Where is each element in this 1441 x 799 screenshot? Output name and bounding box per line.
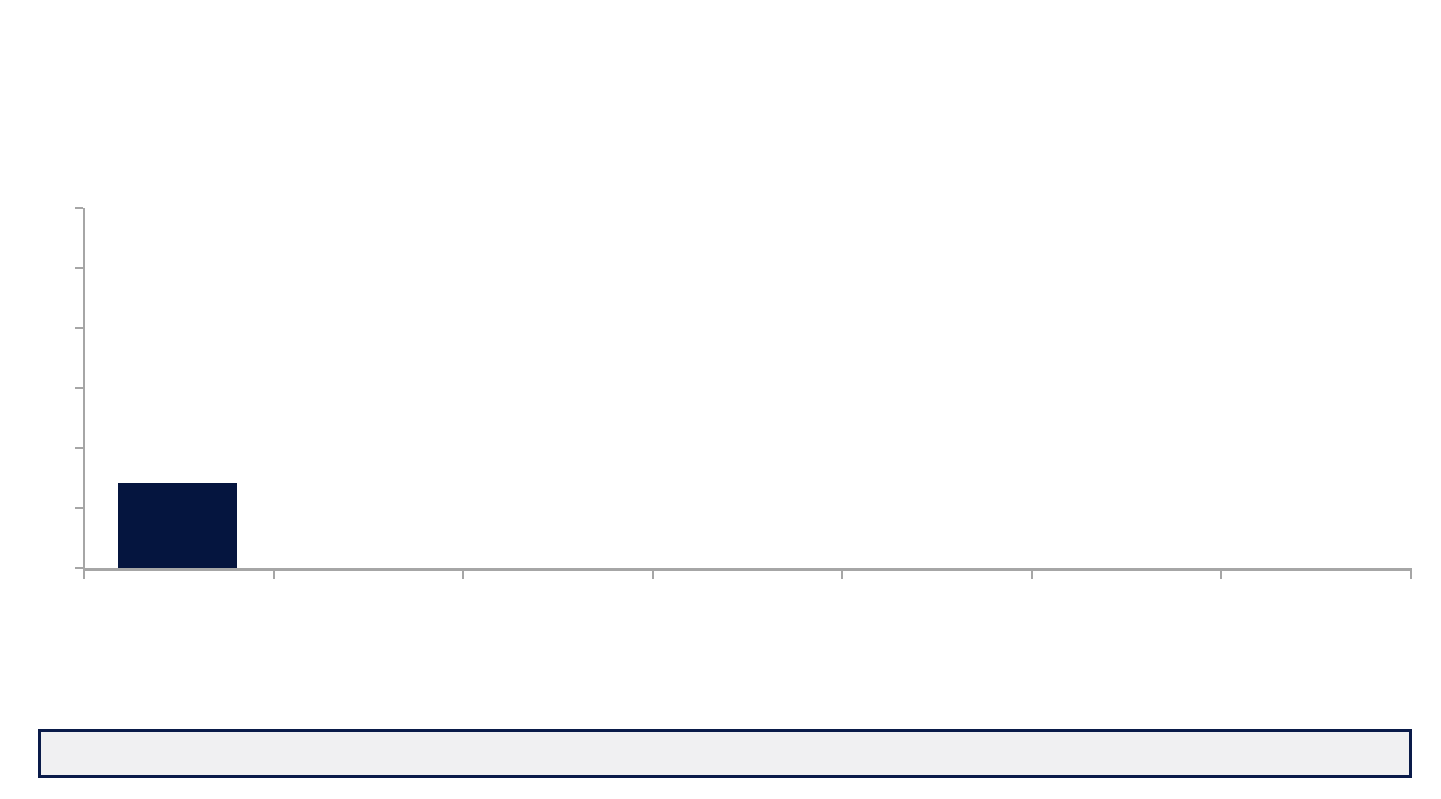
x-tick-mark xyxy=(83,571,85,579)
x-tick-mark xyxy=(651,571,654,579)
x-tick-mark xyxy=(1030,571,1033,579)
x-tick-mark xyxy=(841,571,844,579)
x-axis-line xyxy=(83,568,1412,571)
y-tick-mark xyxy=(75,327,83,329)
y-tick-mark xyxy=(75,567,83,569)
y-axis-line xyxy=(83,208,85,570)
y-tick-mark xyxy=(75,447,83,449)
y-tick-mark xyxy=(75,207,83,209)
y-tick-mark xyxy=(75,267,83,269)
x-tick-mark xyxy=(1220,571,1223,579)
y-tick-mark xyxy=(75,387,83,389)
bar-tops xyxy=(118,482,238,568)
x-tick-mark xyxy=(272,571,275,579)
x-tick-mark xyxy=(462,571,465,579)
x-tick-mark xyxy=(1410,571,1412,579)
footer-banner xyxy=(38,729,1412,778)
onesie-icon xyxy=(118,618,238,722)
y-tick-mark xyxy=(75,507,83,509)
